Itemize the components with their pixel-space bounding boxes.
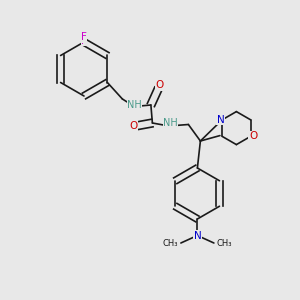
Text: O: O <box>156 80 164 91</box>
Text: O: O <box>249 131 257 141</box>
Text: CH₃: CH₃ <box>217 238 233 247</box>
Text: N: N <box>194 230 201 241</box>
Text: NH: NH <box>127 100 142 110</box>
Text: NH: NH <box>163 118 178 128</box>
Text: CH₃: CH₃ <box>162 238 178 247</box>
Text: F: F <box>81 32 87 43</box>
Text: F: F <box>81 35 87 46</box>
Text: N: N <box>217 115 224 125</box>
Text: O: O <box>129 121 138 131</box>
